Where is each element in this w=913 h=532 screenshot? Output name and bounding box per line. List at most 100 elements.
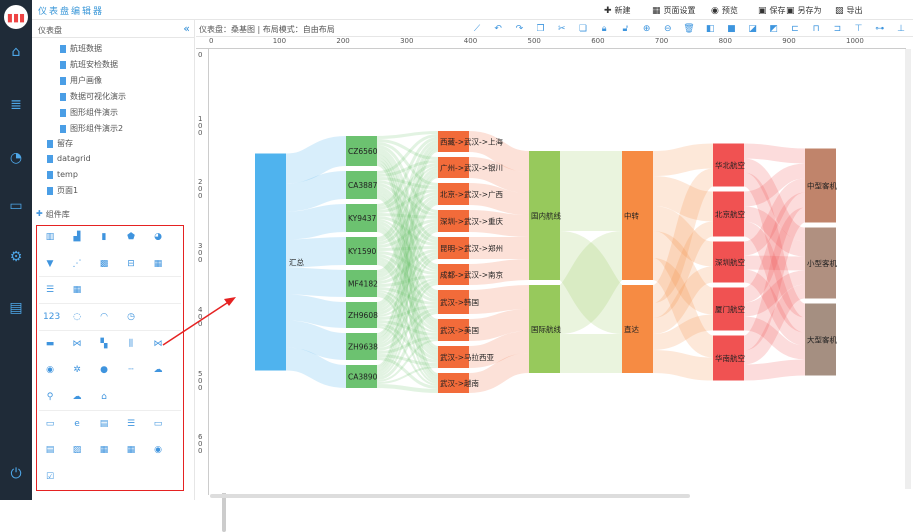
design-canvas[interactable]: 汇总 CZ6560 CA3887 KY9437 KY1590 MF4182 ZH9608 ZH… [210, 49, 905, 493]
sankey-link[interactable] [468, 210, 530, 237]
undo-icon[interactable]: ↶ [494, 24, 502, 34]
sankey-link[interactable] [376, 186, 439, 270]
heatmap-icon[interactable]: ▩ [99, 259, 109, 269]
sankey-link[interactable] [376, 224, 439, 328]
sankey-link[interactable] [556, 231, 626, 334]
sankey-link[interactable] [376, 183, 439, 243]
sankey-link[interactable] [376, 251, 439, 275]
sankey-link[interactable] [376, 198, 439, 309]
china-map-icon[interactable]: ☁ [153, 365, 163, 375]
sankey-node[interactable] [622, 151, 653, 280]
sankey-link[interactable] [652, 176, 714, 222]
sankey-node[interactable] [529, 285, 560, 373]
tree-item[interactable]: 数据可视化演示 [60, 91, 126, 102]
sankey-link[interactable] [468, 183, 530, 215]
sankey-link[interactable] [743, 270, 806, 317]
canvas-vertical-scrollbar[interactable] [905, 49, 911, 489]
sankey-link[interactable] [376, 292, 439, 360]
sankey-link[interactable] [376, 225, 439, 312]
sankey-node[interactable] [805, 227, 836, 299]
send-backward-icon[interactable]: ◩ [769, 24, 779, 34]
stacked-bar-icon[interactable]: ▮ [101, 232, 107, 242]
select-icon[interactable]: ▤ [45, 445, 55, 455]
sankey-link[interactable] [376, 148, 439, 240]
sankey-link[interactable] [376, 384, 439, 393]
sankey-link[interactable] [376, 287, 439, 305]
sankey-link[interactable] [376, 139, 439, 160]
sankey-node[interactable] [255, 153, 286, 371]
sankey-link[interactable] [376, 366, 439, 384]
tree-item[interactable]: 图形组件演示 [60, 107, 118, 118]
sankey-link[interactable] [376, 290, 439, 333]
sankey-link[interactable] [652, 143, 714, 176]
folder-icon[interactable]: ▤ [99, 419, 109, 429]
dashboard-icon[interactable]: ◔ [9, 150, 23, 166]
tree-item[interactable]: 用户画像 [60, 75, 102, 86]
sankey-link[interactable] [376, 308, 439, 351]
sankey-link[interactable] [285, 267, 347, 297]
monitor-icon[interactable]: ▭ [9, 198, 23, 214]
sankey-link[interactable] [468, 259, 530, 285]
sankey-link[interactable] [376, 195, 439, 278]
datetime-icon[interactable]: ▦ [126, 445, 136, 455]
sankey-link[interactable] [376, 213, 439, 219]
delete-icon[interactable]: 🗑︎ [683, 24, 695, 34]
sankey-node[interactable] [805, 303, 836, 376]
tree-icon[interactable]: ✲ [73, 365, 81, 375]
sankey-link[interactable] [285, 171, 347, 212]
sankey-link[interactable] [285, 320, 347, 360]
sankey-link[interactable] [376, 163, 439, 210]
topbar-button-5[interactable]: ▨ 导出 [835, 5, 863, 16]
sankey-node[interactable] [346, 365, 377, 388]
sankey-link[interactable] [556, 231, 626, 334]
sankey-node[interactable] [805, 148, 836, 223]
sankey-node[interactable] [346, 333, 377, 360]
sankey-link[interactable] [376, 168, 439, 275]
sankey-link[interactable] [376, 166, 439, 242]
sankey-node[interactable] [529, 151, 560, 280]
sankey-link[interactable] [376, 252, 439, 315]
sankey-link[interactable] [743, 359, 806, 381]
collapse-panel-button[interactable]: « [183, 22, 190, 35]
zoom-in-icon[interactable]: ⊕ [642, 24, 651, 34]
sankey-link[interactable] [652, 314, 714, 350]
bring-front-icon[interactable]: ■ [727, 24, 736, 34]
progress-ring-icon[interactable]: ◌ [73, 312, 81, 322]
sankey-link[interactable] [742, 158, 807, 242]
link-icon[interactable]: ⟋ [473, 24, 481, 34]
align-middle-icon[interactable]: ⊶ [875, 24, 885, 34]
location-icon[interactable]: ⌂ [101, 392, 107, 402]
sankey-node[interactable] [438, 183, 469, 205]
funnel-icon[interactable]: ▼ [46, 259, 54, 269]
sankey-link[interactable] [376, 326, 439, 386]
sankey-link[interactable] [743, 143, 806, 164]
sankey-link[interactable] [742, 178, 807, 256]
sankey-link[interactable] [742, 269, 807, 346]
gauge-icon[interactable]: ◠ [100, 312, 108, 322]
tree-item[interactable]: datagrid [47, 154, 91, 163]
sankey-node[interactable] [713, 191, 744, 237]
sankey-node[interactable] [438, 210, 469, 232]
sankey-link[interactable] [468, 157, 530, 193]
region-map-icon[interactable]: ☁ [72, 392, 82, 402]
sankey-link[interactable] [376, 140, 439, 240]
sankey-link[interactable] [376, 143, 439, 272]
sankey-link[interactable] [376, 305, 439, 320]
canvas-horizontal-scrollbar[interactable] [210, 494, 690, 498]
sankey-link[interactable] [651, 221, 715, 318]
sankey-node[interactable] [438, 290, 469, 314]
sankey-link[interactable] [376, 275, 439, 287]
sankey-link[interactable] [376, 137, 439, 207]
paste-icon[interactable]: ❏ [578, 24, 588, 34]
unlock-icon[interactable]: 🔓︎ [622, 24, 629, 34]
sankey-link[interactable] [468, 309, 530, 341]
pdf-icon[interactable]: ▤ [9, 300, 23, 316]
sankey-link[interactable] [376, 197, 439, 378]
radio-icon[interactable]: ◉ [154, 445, 162, 455]
sankey-link[interactable] [376, 157, 439, 322]
parallel-icon[interactable]: ⫼ [128, 339, 134, 349]
scatter-icon[interactable]: ⋰ [72, 259, 82, 269]
sankey-link[interactable] [743, 255, 806, 271]
sankey-node[interactable] [713, 241, 744, 283]
sankey-link[interactable] [376, 219, 439, 272]
